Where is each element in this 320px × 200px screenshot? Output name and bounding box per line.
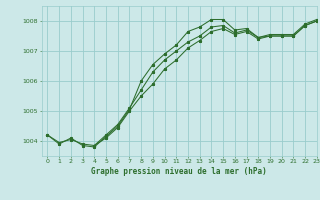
X-axis label: Graphe pression niveau de la mer (hPa): Graphe pression niveau de la mer (hPa) (91, 167, 267, 176)
